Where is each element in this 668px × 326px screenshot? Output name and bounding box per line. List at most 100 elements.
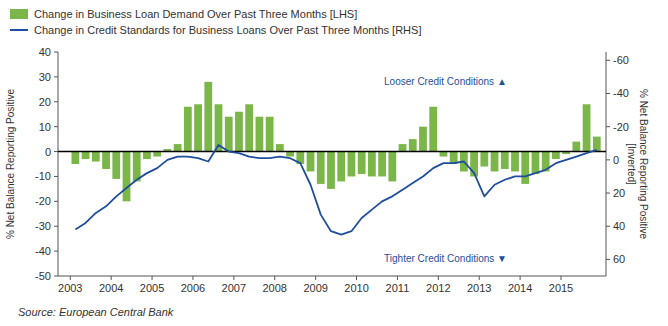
bar [245, 104, 253, 151]
x-tick [70, 276, 71, 280]
annotation: Looser Credit Conditions ▲ [384, 76, 507, 87]
y-axis-line [58, 52, 59, 276]
y-tick [54, 52, 58, 53]
bar [532, 152, 540, 174]
bar [123, 152, 131, 202]
bar [92, 152, 100, 162]
legend-label: Change in Credit Standards for Business … [34, 24, 421, 36]
y-tick [54, 226, 58, 227]
bar [143, 152, 151, 159]
bar [348, 152, 356, 177]
x-tick [520, 276, 521, 280]
x-tick-label: 2009 [303, 282, 327, 294]
bar [501, 152, 509, 169]
bar [388, 152, 396, 182]
bar [378, 152, 386, 177]
annotation: Tighter Credit Conditions ▼ [384, 253, 507, 264]
bar [511, 152, 519, 172]
bar [368, 152, 376, 177]
x-tick [111, 276, 112, 280]
y-tick [54, 76, 58, 77]
y-tick-label: 0 [45, 146, 51, 158]
y-tick [54, 176, 58, 177]
y-tick-label: -40 [35, 245, 51, 257]
y2-tick-label: 20 [613, 187, 625, 199]
x-tick [561, 276, 562, 280]
bar [583, 104, 591, 151]
y-tick [54, 126, 58, 127]
x-tick [479, 276, 480, 280]
y2-tick [606, 159, 610, 160]
x-tick-label: 2011 [386, 282, 410, 294]
bar [174, 144, 182, 151]
y2-tick [606, 226, 610, 227]
zero-line [58, 151, 606, 153]
y2-tick-label: -60 [613, 54, 629, 66]
x-tick-label: 2010 [344, 282, 368, 294]
bar [204, 82, 212, 152]
bar [225, 117, 233, 152]
x-tick [192, 276, 193, 280]
y-tick-label: -20 [35, 195, 51, 207]
x-tick [397, 276, 398, 280]
y2-axis-label-line: % Net Balance Reporting Positive [638, 89, 649, 240]
plot-data [58, 82, 606, 235]
y2-axis-line [606, 52, 607, 276]
bar [307, 152, 315, 172]
y2-axis-label: % Net Balance Reporting Positive[Inverte… [626, 89, 649, 240]
axes: -50-40-30-20-10010203040-60-40-200204060… [35, 46, 629, 294]
line [75, 145, 596, 235]
x-tick-label: 2006 [181, 282, 205, 294]
y2-tick [606, 193, 610, 194]
bar [491, 152, 499, 172]
x-tick [438, 276, 439, 280]
bar [521, 152, 529, 184]
y2-tick-label: -40 [613, 87, 629, 99]
x-tick-label: 2015 [549, 282, 573, 294]
y2-tick [606, 60, 610, 61]
x-tick [356, 276, 357, 280]
y-tick-label: -30 [35, 220, 51, 232]
chart: Change in Business Loan Demand Over Past… [0, 0, 668, 326]
x-tick [233, 276, 234, 280]
x-tick-label: 2008 [263, 282, 287, 294]
y-tick-label: 10 [39, 121, 51, 133]
legend: Change in Business Loan Demand Over Past… [10, 8, 421, 36]
bar [256, 117, 264, 152]
bar [337, 152, 345, 182]
y2-tick [606, 93, 610, 94]
y-tick-label: -10 [35, 170, 51, 182]
x-tick-label: 2004 [99, 282, 123, 294]
bar [399, 144, 407, 151]
bar [572, 142, 580, 152]
x-tick [152, 276, 153, 280]
x-tick [315, 276, 316, 280]
y2-tick-label: 0 [613, 154, 619, 166]
y-tick [54, 251, 58, 252]
bar [194, 104, 202, 151]
bar [409, 139, 417, 151]
y-axis-label: % Net Balance Reporting Positive [5, 89, 16, 240]
bar [317, 152, 325, 184]
x-tick-label: 2003 [58, 282, 82, 294]
y-tick [54, 276, 58, 277]
x-tick-label: 2012 [426, 282, 450, 294]
legend-swatch [10, 29, 28, 31]
x-tick-label: 2013 [467, 282, 491, 294]
y2-axis-label-line: [Inverted] [626, 143, 637, 185]
y2-tick-label: -20 [613, 121, 629, 133]
bar [327, 152, 335, 189]
bar [552, 152, 560, 159]
y-tick [54, 201, 58, 202]
bar [82, 152, 90, 159]
bar [419, 127, 427, 152]
bar [276, 144, 284, 151]
y-tick-label: 40 [39, 46, 51, 58]
y2-tick-label: 40 [613, 220, 625, 232]
y-tick [54, 151, 58, 152]
y2-tick-label: 60 [613, 253, 625, 265]
bar [184, 107, 192, 152]
legend-swatch [10, 9, 28, 19]
y-axis-label-line: % Net Balance Reporting Positive [5, 89, 16, 240]
y-tick-label: 30 [39, 71, 51, 83]
